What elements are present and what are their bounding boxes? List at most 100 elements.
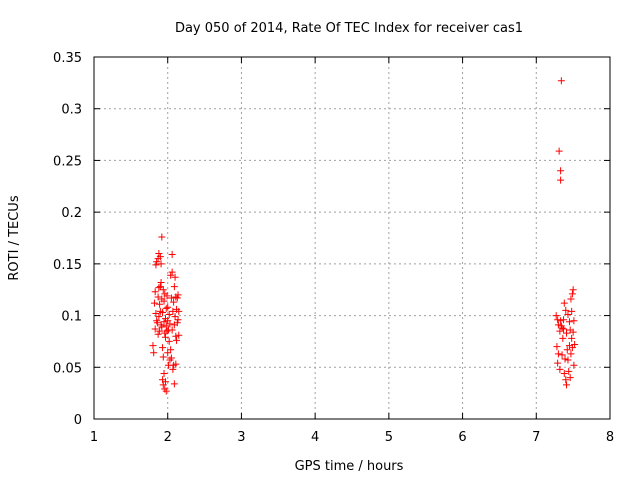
data-point-marker (162, 322, 170, 330)
data-point-marker (560, 369, 568, 377)
data-point-marker (173, 336, 181, 344)
y-tick-label: 0.2 (61, 206, 82, 221)
data-point-marker (565, 367, 573, 375)
data-point-marker (566, 374, 574, 382)
data-point-marker (158, 323, 166, 331)
plot-frame (93, 56, 611, 420)
data-point-marker (554, 316, 562, 324)
data-point-marker (153, 319, 161, 327)
data-point-marker (167, 346, 175, 354)
data-point-marker (160, 318, 168, 326)
data-point-marker (561, 355, 569, 363)
y-tick-label: 0.25 (53, 154, 82, 169)
data-point-marker (567, 295, 575, 303)
data-point-marker (160, 369, 168, 377)
data-point-marker (157, 278, 165, 286)
data-point-marker (563, 329, 571, 337)
data-point-marker (557, 167, 565, 175)
data-point-marker (164, 349, 172, 357)
data-point-marker (554, 321, 562, 329)
x-tick-label: 8 (606, 430, 614, 445)
data-point-marker (569, 328, 577, 336)
data-point-marker (155, 250, 163, 258)
data-point-marker (149, 342, 157, 350)
data-point-marker (168, 268, 176, 276)
data-point-marker (154, 330, 162, 338)
chart-title: Day 050 of 2014, Rate Of TEC Index for r… (175, 21, 523, 36)
y-tick-label: 0.35 (53, 51, 82, 66)
data-point-marker (564, 311, 572, 319)
data-point-marker (554, 359, 562, 367)
data-point-marker (571, 341, 579, 349)
data-point-marker (152, 261, 160, 269)
y-tick-label: 0.15 (53, 258, 82, 273)
y-tick-label: 0.1 (61, 310, 82, 325)
data-point-marker (151, 325, 159, 333)
data-point-marker (175, 331, 183, 339)
data-point-marker (159, 286, 167, 294)
x-tick-label: 5 (385, 430, 393, 445)
data-point-marker (172, 360, 180, 368)
data-point-marker (167, 271, 175, 279)
data-point-marker (556, 365, 564, 373)
data-point-marker (157, 260, 165, 268)
data-point-marker (162, 387, 170, 395)
data-point-marker (173, 294, 181, 302)
data-point-marker (563, 346, 571, 354)
data-point-marker (553, 343, 561, 351)
data-point-marker (170, 283, 178, 291)
data-point-marker (568, 334, 576, 342)
data-point-marker (167, 294, 175, 302)
data-point-marker (560, 325, 568, 333)
data-point-marker (168, 251, 176, 259)
axis-ticks (93, 56, 611, 420)
data-point-marker (159, 344, 167, 352)
y-tick-label: 0.05 (53, 361, 82, 376)
data-point-marker (569, 286, 577, 294)
x-tick-label: 7 (532, 430, 540, 445)
x-tick-label: 6 (458, 430, 466, 445)
data-point-marker (156, 327, 164, 335)
data-point-marker (168, 326, 176, 334)
data-point-marker (167, 354, 175, 362)
data-point-marker (150, 349, 158, 357)
data-point-marker (557, 77, 565, 85)
data-point-marker (165, 311, 173, 319)
data-point-marker (173, 319, 181, 327)
data-point-marker (159, 353, 167, 361)
x-tick-labels: 1 2 3 4 5 6 7 8 (90, 430, 614, 445)
y-axis-label: ROTI / TECUs (7, 195, 22, 280)
data-point-marker (160, 297, 168, 305)
data-point-marker (554, 350, 562, 358)
data-point-marker (563, 381, 571, 389)
data-point-marker (152, 310, 160, 318)
data-point-marker (162, 333, 170, 341)
y-tick-label: 0.3 (61, 103, 82, 118)
data-point-marker (570, 361, 578, 369)
data-point-marker (562, 376, 570, 384)
data-point-marker (171, 313, 179, 321)
x-axis-label: GPS time / hours (295, 459, 404, 474)
data-point-marker (562, 306, 570, 314)
data-point-marker (559, 334, 567, 342)
data-point-marker (175, 307, 183, 315)
x-tick-label: 1 (90, 430, 98, 445)
data-point-marker (558, 324, 566, 332)
data-point-marker (155, 284, 163, 292)
data-point-marker (557, 176, 565, 184)
data-point-marker (165, 337, 173, 345)
data-points (149, 77, 579, 395)
data-point-marker (159, 308, 167, 316)
data-point-marker (568, 290, 576, 298)
data-point-marker (171, 273, 179, 281)
data-point-marker (162, 378, 170, 386)
data-point-marker (169, 307, 177, 315)
data-point-marker (565, 318, 573, 326)
data-point-marker (552, 312, 560, 320)
data-point-marker (166, 320, 174, 328)
data-point-marker (174, 291, 182, 299)
data-point-marker (570, 317, 578, 325)
grid (94, 57, 610, 419)
data-point-marker (170, 298, 178, 306)
